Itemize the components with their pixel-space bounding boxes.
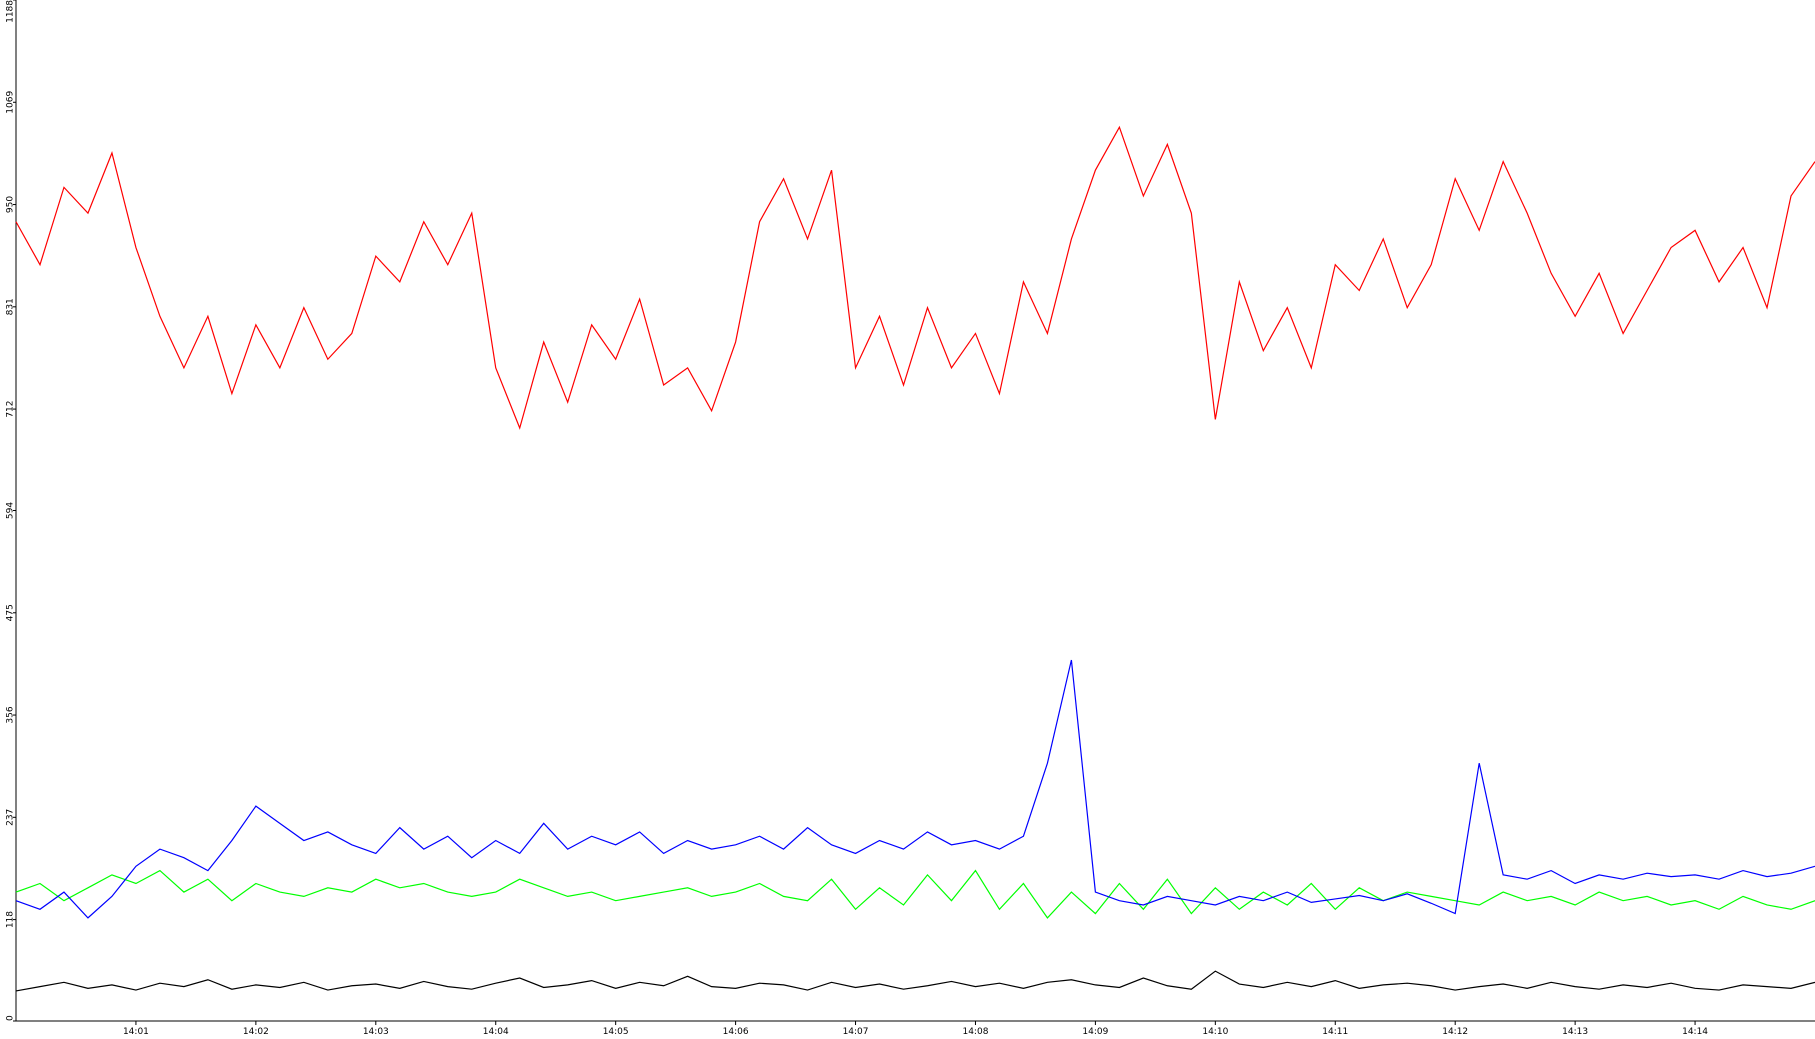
x-tick-label: 14:05: [603, 1027, 629, 1037]
y-tick-label: 475: [6, 604, 16, 621]
y-tick-label: 118: [6, 911, 16, 928]
y-tick-label: 950: [6, 196, 16, 213]
series-line: [15, 869, 1815, 919]
x-tick-label: 14:03: [363, 1027, 389, 1037]
series-line: [15, 970, 1815, 992]
x-tick-label: 14:14: [1682, 1027, 1708, 1037]
y-tick-label: 831: [6, 298, 16, 315]
y-tick-label: 237: [6, 809, 16, 826]
y-tick-label: 1069: [6, 91, 16, 114]
y-tick-label: 1188: [6, 0, 16, 23]
y-tick-label: 594: [6, 502, 16, 519]
x-tick-label: 14:12: [1442, 1027, 1468, 1037]
x-tick-label: 14:02: [243, 1027, 269, 1037]
x-tick-label: 14:06: [723, 1027, 749, 1037]
x-tick-label: 14:08: [962, 1027, 988, 1037]
x-tick-label: 14:09: [1082, 1027, 1108, 1037]
y-tick-label: 712: [6, 400, 16, 417]
x-tick-label: 14:13: [1562, 1027, 1588, 1037]
series-line: [15, 659, 1815, 919]
y-tick-label: 356: [6, 706, 16, 723]
x-tick-label: 14:04: [483, 1027, 509, 1037]
x-tick-label: 14:11: [1322, 1027, 1348, 1037]
x-tick-label: 14:07: [843, 1027, 869, 1037]
y-tick-label: 0: [6, 1015, 16, 1021]
x-tick-label: 14:01: [123, 1027, 149, 1037]
x-tick-label: 14:10: [1202, 1027, 1228, 1037]
series-line: [15, 125, 1815, 430]
